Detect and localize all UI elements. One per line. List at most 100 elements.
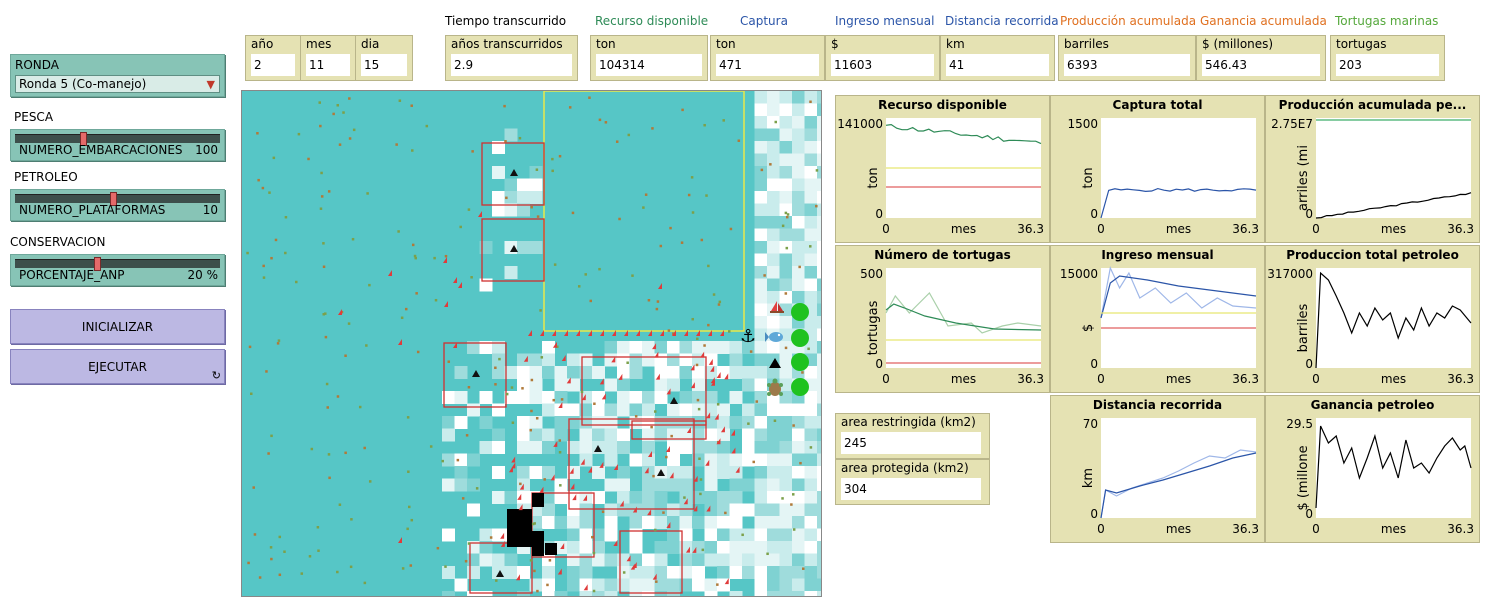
sea-cell <box>767 341 780 354</box>
sea-cell <box>792 578 805 592</box>
fish-dot <box>536 215 540 218</box>
boat-marker <box>619 500 624 507</box>
boat-marker <box>552 341 557 348</box>
slider-knob[interactable] <box>80 132 87 146</box>
fish-dot <box>589 299 593 303</box>
ejecutar-button[interactable]: EJECUTAR ↻ <box>10 349 225 384</box>
sea-cell <box>679 578 693 592</box>
sea-cell <box>629 403 643 417</box>
boat-marker <box>338 309 342 315</box>
sea-cell <box>817 391 821 404</box>
slider-track[interactable] <box>15 257 220 271</box>
sea-cell <box>767 166 780 179</box>
produccion-total-plot[interactable]: Produccion total petroleo 317000 0 0 36.3 mes… <box>1265 245 1480 393</box>
x-min-label: 0 <box>1312 222 1320 236</box>
ronda-value: Ronda 5 (Co-manejo) <box>19 77 147 91</box>
sea-cell <box>654 516 668 529</box>
slider-track[interactable] <box>15 192 220 206</box>
boat-marker <box>560 543 565 550</box>
captura-plot[interactable]: Captura total 1500 0 0 36.3 mes ton <box>1050 95 1265 243</box>
ingreso-plot[interactable]: Ingreso mensual 15000 0 0 36.3 mes $ <box>1050 245 1265 393</box>
sea-cell <box>754 578 768 592</box>
protected-area-outline <box>619 530 683 594</box>
sea-cell <box>529 516 543 529</box>
sea-cell <box>767 278 780 292</box>
sea-cell <box>767 316 780 329</box>
tiempo-title: Tiempo transcurrido <box>445 14 567 28</box>
fish-dot <box>278 535 282 539</box>
fish-dot <box>464 559 468 563</box>
sea-cell <box>792 291 805 304</box>
monitor-value: 11603 <box>831 54 934 76</box>
sea-cell <box>592 591 605 596</box>
ronda-select[interactable]: Ronda 5 (Co-manejo) ▼ <box>15 75 220 93</box>
sea-cell <box>567 516 580 529</box>
sea-cell <box>754 566 768 579</box>
sea-cell <box>767 441 780 454</box>
fish-dot <box>262 264 265 268</box>
sea-cell <box>779 253 793 267</box>
sea-cell <box>667 428 680 442</box>
y-min-label: 0 <box>875 357 883 371</box>
y-axis-label: barriles <box>1296 303 1311 352</box>
sea-cell <box>754 91 768 104</box>
sea-cell <box>529 578 543 592</box>
slider-knob[interactable] <box>94 257 101 271</box>
porcentaje-anp-slider[interactable]: PORCENTAJE_ANP 20 % <box>10 254 225 286</box>
sea-cell <box>554 516 568 529</box>
distancia-plot[interactable]: Distancia recorrida 70 0 0 36.3 mes km <box>1050 395 1265 543</box>
sea-cell <box>817 366 821 379</box>
sea-cell <box>679 491 693 504</box>
fish-dot <box>792 424 795 427</box>
boat-marker <box>398 339 402 345</box>
sea-cell <box>679 478 693 492</box>
sea-cell <box>529 466 543 479</box>
sea-cell <box>542 491 555 504</box>
sea-cell <box>642 441 655 454</box>
boat-marker <box>716 438 721 445</box>
plot-title: Ingreso mensual <box>1101 248 1214 262</box>
sea-cell <box>817 228 821 242</box>
sea-cell <box>617 578 630 592</box>
inicializar-button[interactable]: INICIALIZAR <box>10 309 225 344</box>
fish-dot <box>261 186 265 190</box>
ganancia-plot[interactable]: Ganancia petroleo 29.5 0 0 36.3 mes $ (millone <box>1265 395 1480 543</box>
sea-cell <box>467 403 480 417</box>
fish-dot <box>447 360 451 363</box>
world-view[interactable] <box>241 90 822 597</box>
fish-dot <box>785 215 789 219</box>
tortugas-plot[interactable]: Número de tortugas 500 0 0 36.3 mes tortugas <box>835 245 1050 393</box>
sea-cell <box>679 391 693 404</box>
slider-track[interactable] <box>15 132 220 146</box>
sea-cell <box>779 166 793 179</box>
sea-cell <box>617 441 630 454</box>
sea-cell <box>742 478 755 492</box>
monitor-label: area restringida (km2) <box>841 415 976 429</box>
sea-cell <box>817 278 821 292</box>
sea-cell <box>579 403 593 417</box>
slider-knob[interactable] <box>110 192 117 206</box>
sea-cell <box>817 216 821 229</box>
sea-cell <box>804 541 818 554</box>
sea-cell <box>792 153 805 167</box>
ronda-chooser[interactable]: RONDA Ronda 5 (Co-manejo) ▼ <box>10 54 225 97</box>
fish-dot <box>406 416 410 419</box>
sea-cell <box>479 541 493 554</box>
protected-area-outline <box>443 342 507 408</box>
recurso-plot[interactable]: Recurso disponible 141000 0 0 36.3 mes ton <box>835 95 1050 243</box>
recurso-title: Recurso disponible <box>595 14 709 28</box>
sea-cell <box>567 503 580 517</box>
sea-cell <box>804 316 818 329</box>
fish-dot <box>322 242 325 245</box>
boat-marker <box>611 356 616 363</box>
boat-marker <box>588 466 593 473</box>
sea-cell <box>692 516 705 529</box>
numero-plataformas-slider[interactable]: NUMERO_PLATAFORMAS 10 <box>10 189 225 221</box>
fish-dot <box>529 559 533 562</box>
sea-cell <box>442 428 455 442</box>
world-map[interactable] <box>242 91 821 596</box>
sea-cell <box>679 353 693 367</box>
fish-dot <box>326 406 329 409</box>
produccion-acumulada-plot[interactable]: Producción acumulada pe... 2.75E7 0 0 36.3 me… <box>1265 95 1480 243</box>
numero-embarcaciones-slider[interactable]: NUMERO_EMBARCACIONES 100 <box>10 129 225 161</box>
